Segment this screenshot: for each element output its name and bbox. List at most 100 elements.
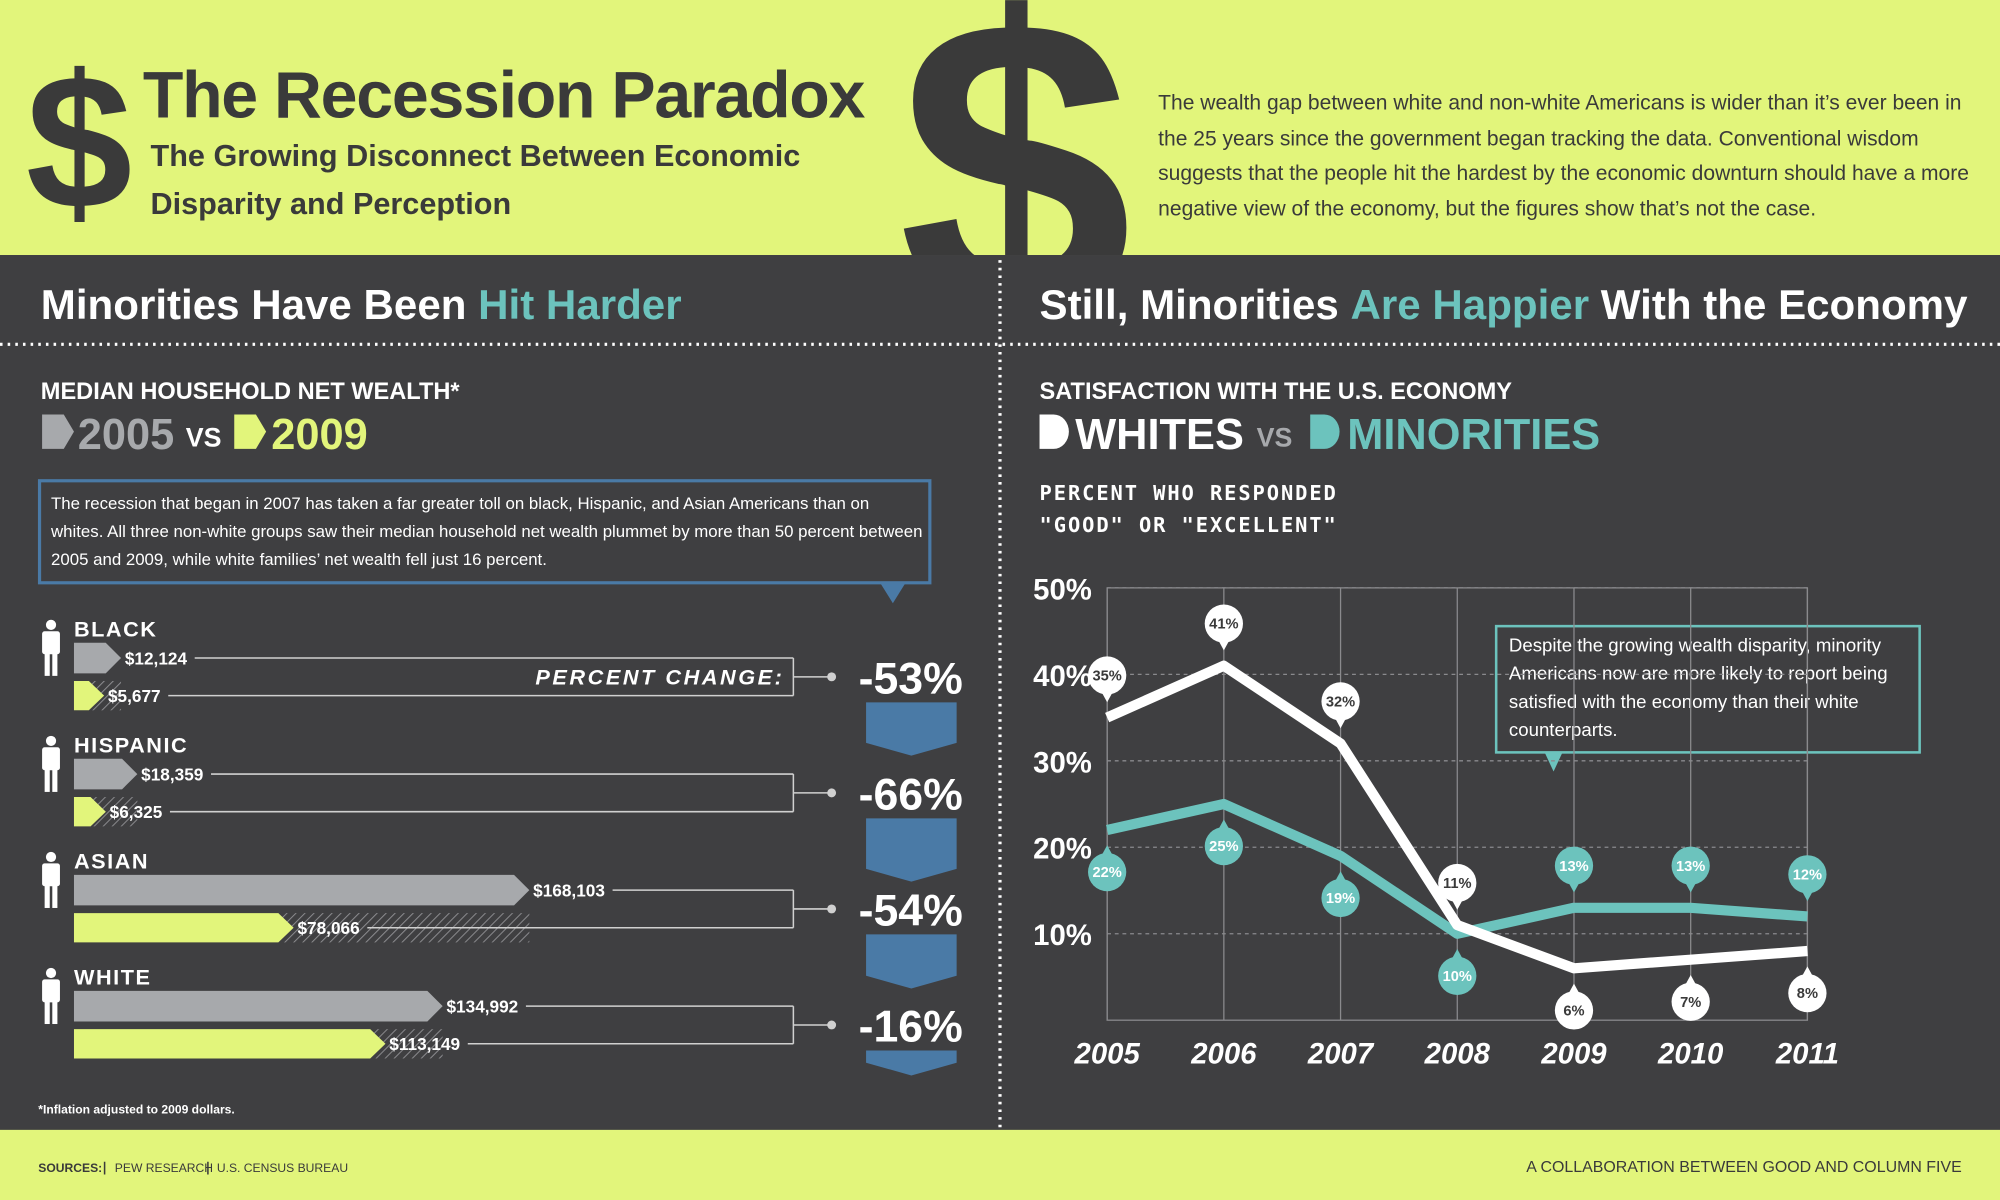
bar: [73, 680, 105, 711]
data-label-bubble: 22%: [1088, 845, 1127, 892]
bar: [73, 874, 530, 906]
percent-change: -16%: [859, 1003, 963, 1052]
value-label: $18,359: [141, 764, 203, 784]
change-arrow: [866, 934, 957, 989]
data-label: 35%: [1092, 669, 1121, 685]
bracket-dot: [827, 672, 837, 682]
data-label: 13%: [1559, 859, 1588, 875]
logo-symbol: $: [26, 35, 132, 249]
legend-swatch: [1310, 414, 1340, 449]
bubble: [1321, 878, 1360, 918]
subtitle-box: The Growing Disconnect Between Economic …: [150, 139, 801, 222]
heading-accent: Hit Harder: [478, 281, 681, 328]
data-label-bubble: 12%: [1788, 855, 1827, 902]
bar: [73, 1029, 386, 1059]
data-label: 19%: [1326, 891, 1355, 907]
value-label: $113,149: [389, 1034, 460, 1054]
icon-body: [42, 863, 60, 887]
percent-change: -53%: [859, 654, 963, 703]
data-label: 12%: [1793, 867, 1822, 883]
change-arrow: [866, 702, 957, 756]
percent-change: -54%: [859, 887, 963, 936]
category-label: WHITE: [74, 964, 151, 989]
x-tick-label: 2006: [1190, 1038, 1257, 1071]
annotation-box: Despite the growing wealth disparity, mi…: [1508, 636, 1888, 741]
data-label: 32%: [1326, 695, 1355, 711]
x-tick-label: 2005: [1074, 1038, 1141, 1071]
bubble: [1788, 855, 1827, 894]
annotation-frame: [1494, 624, 1921, 754]
bubble: [1788, 973, 1827, 1013]
intro-text: The wealth gap between white and non-whi…: [1158, 91, 1969, 220]
bar: [73, 797, 106, 827]
heading-part: With the Economy: [1601, 281, 1968, 328]
person-icon: [42, 619, 60, 676]
category-label: HISPANIC: [74, 732, 188, 757]
data-label: 25%: [1209, 839, 1238, 855]
bubble: [1438, 956, 1477, 995]
bubble: [1088, 852, 1127, 892]
data-label-bubble: 25%: [1204, 819, 1243, 866]
data-label: 11%: [1443, 876, 1472, 892]
chart-title: MEDIAN HOUSEHOLD NET WEALTH*: [41, 378, 461, 404]
category-label: ASIAN: [74, 848, 149, 873]
annotation-text: Despite the growing wealth disparity, mi…: [1508, 636, 1888, 741]
bar: [73, 990, 443, 1022]
bubble: [1438, 863, 1477, 903]
icon-leg: [44, 652, 50, 676]
annotation-pointer: [880, 582, 906, 604]
series-line: [1105, 660, 1808, 974]
data-label-bubble: 7%: [1671, 974, 1710, 1021]
bubble: [1671, 982, 1710, 1021]
page-subtitle: The Growing Disconnect Between Economic …: [150, 139, 801, 222]
heading-part: Minorities Have Been: [41, 281, 467, 328]
icon-head: [45, 851, 57, 863]
data-label-bubble: 41%: [1204, 604, 1243, 651]
icon-leg: [52, 652, 58, 676]
data-label-bubble: 13%: [1554, 846, 1594, 893]
bubble: [1554, 846, 1594, 885]
y-tick-label: 40%: [1033, 660, 1092, 693]
icon-leg: [52, 1001, 58, 1025]
bar: [73, 758, 138, 790]
icon-body: [42, 631, 60, 655]
y-tick-label: 50%: [1033, 573, 1092, 606]
data-label: 22%: [1092, 865, 1121, 881]
bar: [73, 913, 294, 943]
bracket-dot: [827, 788, 837, 798]
x-tick-label: 2009: [1540, 1038, 1607, 1071]
annotation-text: The recession that began in 2007 has tak…: [51, 493, 923, 569]
percent-change-label: PERCENT CHANGE:: [535, 664, 784, 689]
big-symbol: $: [898, 0, 1132, 402]
source: U.S. CENSUS BUREAU: [217, 1161, 348, 1175]
data-label: 10%: [1443, 969, 1472, 985]
value-label: $5,677: [108, 686, 161, 706]
big-symbol-group: $: [898, 0, 1132, 402]
value-label: $168,103: [533, 880, 605, 900]
series-line: [1106, 798, 1808, 939]
bubble: [1554, 991, 1594, 1030]
bubble: [1088, 656, 1127, 695]
y-tick-label: 30%: [1033, 746, 1092, 779]
data-label-bubble: 11%: [1438, 863, 1477, 910]
heading-part: Still, Minorities: [1040, 281, 1339, 328]
change-arrow: [866, 1050, 957, 1076]
heading-accent: Are Happier: [1351, 281, 1590, 328]
bubble: [1321, 682, 1360, 721]
data-label: 13%: [1676, 859, 1705, 875]
page-title: The Recession Paradox: [143, 58, 866, 132]
annotation-frame: [37, 479, 932, 585]
icon-head: [45, 735, 57, 747]
plot-frame: [1106, 587, 1809, 1021]
right-heading: Still, Minorities Are Happier With the E…: [1040, 281, 1969, 328]
y-tick-label: 10%: [1033, 919, 1092, 952]
bar: [73, 642, 122, 674]
data-label: 7%: [1680, 995, 1701, 1011]
bracket-dot: [827, 904, 837, 914]
bubble: [1204, 604, 1243, 643]
change-arrow: [866, 818, 957, 882]
icon-head: [45, 619, 57, 630]
data-label-bubble: 13%: [1671, 846, 1710, 893]
